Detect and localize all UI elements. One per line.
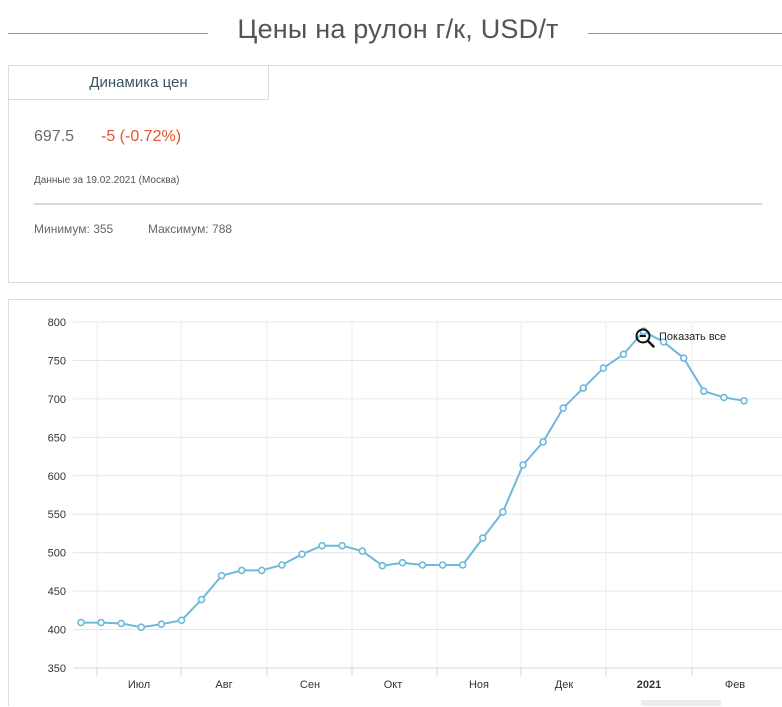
x-tick-label: Фев xyxy=(725,679,745,691)
data-point[interactable] xyxy=(499,508,507,516)
y-tick-label: 450 xyxy=(48,586,66,598)
x-tick-label: Окт xyxy=(384,679,403,691)
y-tick-label: 350 xyxy=(48,663,66,675)
x-tick-label: Авг xyxy=(215,679,232,691)
tab-price-dynamics[interactable]: Динамика цен xyxy=(9,66,269,100)
data-point[interactable] xyxy=(378,561,387,570)
y-tick-label: 800 xyxy=(48,317,66,329)
data-point[interactable] xyxy=(137,623,146,632)
data-point[interactable] xyxy=(217,571,226,580)
data-point[interactable] xyxy=(77,618,85,627)
y-tick-label: 650 xyxy=(48,432,66,444)
title-bar: Цены на рулон г/к, USD/т xyxy=(0,0,782,66)
data-date-note: Данные за 19.02.2021 (Москва) xyxy=(34,175,180,186)
navigator-strip[interactable] xyxy=(641,700,721,706)
data-point[interactable] xyxy=(358,547,367,555)
data-point[interactable] xyxy=(579,384,588,392)
data-point[interactable] xyxy=(338,541,347,550)
y-tick-label: 700 xyxy=(48,394,66,406)
data-point[interactable] xyxy=(318,541,326,550)
data-point[interactable] xyxy=(478,534,487,542)
x-tick-label: Дек xyxy=(555,679,574,691)
title-rule-left xyxy=(8,33,208,34)
data-point[interactable] xyxy=(458,561,467,569)
data-point[interactable] xyxy=(418,561,427,569)
data-point[interactable] xyxy=(438,561,447,569)
data-point[interactable] xyxy=(398,558,407,567)
chart-panel: 350 400 450 500 550 600 650 700 750 800 Июл Авг Сен О… xyxy=(8,299,782,706)
zoom-out-icon xyxy=(635,328,655,348)
data-point[interactable] xyxy=(619,350,628,359)
data-point[interactable] xyxy=(237,566,246,575)
data-point[interactable] xyxy=(177,616,186,625)
data-point[interactable] xyxy=(539,438,547,446)
price-change: -5 (-0.72%) xyxy=(101,128,182,145)
data-point[interactable] xyxy=(278,561,286,569)
data-point[interactable] xyxy=(679,354,688,362)
x-tick-label: Сен xyxy=(300,679,320,691)
data-point[interactable] xyxy=(699,387,708,395)
data-point[interactable] xyxy=(117,619,125,628)
data-point[interactable] xyxy=(659,338,668,346)
data-point[interactable] xyxy=(258,566,266,575)
data-point[interactable] xyxy=(740,397,748,405)
data-point[interactable] xyxy=(197,595,206,604)
data-point[interactable] xyxy=(97,618,105,627)
maximum-value: Максимум: 788 xyxy=(148,222,233,236)
y-tick-label: 600 xyxy=(48,471,66,483)
price-summary-panel: Динамика цен 697.5 -5 (-0.72%) Данные за… xyxy=(8,65,782,283)
page-title: Цены на рулон г/к, USD/т xyxy=(237,14,559,44)
data-point[interactable] xyxy=(599,364,608,372)
price-line-chart[interactable]: 350 400 450 500 550 600 650 700 750 800 Июл Авг Сен О… xyxy=(9,300,782,707)
data-point[interactable] xyxy=(559,404,568,412)
data-point[interactable] xyxy=(157,620,166,629)
data-point[interactable] xyxy=(519,461,527,469)
title-rule-right xyxy=(588,33,782,34)
x-tick-label: 2021 xyxy=(637,679,661,691)
divider xyxy=(34,203,762,205)
reset-zoom-label: Показать все xyxy=(659,331,727,343)
y-tick-label: 500 xyxy=(48,548,66,560)
series-line xyxy=(81,329,745,629)
x-tick-label: Июл xyxy=(128,679,150,691)
minimum-value: Минимум: 355 xyxy=(34,222,114,236)
x-tick-label: Ноя xyxy=(469,679,489,691)
data-point[interactable] xyxy=(720,393,728,402)
y-tick-label: 400 xyxy=(48,625,66,637)
current-price: 697.5 xyxy=(34,128,75,145)
data-point[interactable] xyxy=(298,550,306,558)
y-tick-label: 550 xyxy=(48,509,66,521)
y-tick-label: 750 xyxy=(48,355,66,367)
